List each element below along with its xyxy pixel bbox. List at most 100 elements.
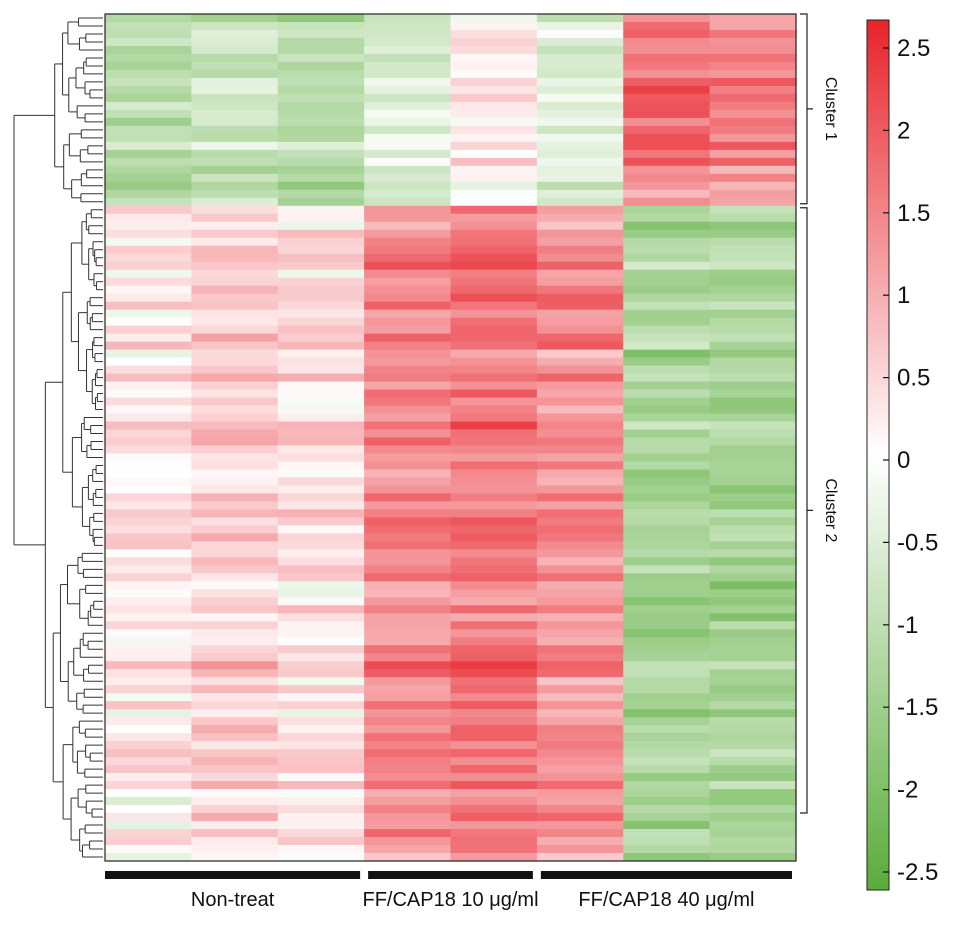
heatmap-cell xyxy=(450,149,538,159)
heatmap-cell xyxy=(364,53,452,63)
heatmap-cell xyxy=(623,661,711,670)
colorbar-tick-label: -2.5 xyxy=(897,859,938,886)
heatmap-cell xyxy=(450,821,538,830)
heatmap-cell xyxy=(623,197,711,207)
heatmap-frame xyxy=(104,13,797,862)
heatmap-cell xyxy=(450,461,538,471)
heatmap-cell xyxy=(364,317,452,327)
heatmap-cell xyxy=(105,741,192,750)
heatmap-cell xyxy=(709,661,797,670)
heatmap-cell xyxy=(709,517,797,526)
heatmap-cell xyxy=(277,261,365,271)
group-bar xyxy=(105,871,361,879)
heatmap-cell xyxy=(105,565,192,574)
heatmap-cell xyxy=(364,805,452,814)
heatmap-cell xyxy=(709,589,797,598)
heatmap-cell xyxy=(709,533,797,542)
heatmap-cell xyxy=(623,653,711,662)
heatmap-cell xyxy=(623,749,711,758)
heatmap-cell xyxy=(105,197,192,207)
heatmap-cell xyxy=(105,149,192,159)
heatmap-cell xyxy=(364,213,452,223)
heatmap-cell xyxy=(364,589,452,598)
heatmap-cell xyxy=(191,781,279,790)
heatmap-cell xyxy=(709,14,797,23)
heatmap-cell xyxy=(450,709,538,718)
heatmap-cell xyxy=(364,309,452,319)
heatmap-cell xyxy=(709,581,797,590)
heatmap-cell xyxy=(191,829,279,838)
heatmap-cell xyxy=(623,117,711,127)
row-dendrogram xyxy=(13,17,103,858)
heatmap-cell xyxy=(623,477,711,487)
heatmap-cell xyxy=(709,117,797,127)
heatmap-cell xyxy=(364,741,452,750)
heatmap-cell xyxy=(277,565,365,574)
heatmap-cell xyxy=(536,205,624,215)
heatmap-cell xyxy=(105,813,192,822)
heatmap-cell xyxy=(105,493,192,503)
heatmap-cell xyxy=(105,589,192,598)
heatmap-cell xyxy=(277,365,365,375)
heatmap-cell xyxy=(364,269,452,279)
heatmap-cell xyxy=(623,325,711,335)
heatmap-cell xyxy=(536,645,624,654)
heatmap-cell xyxy=(536,597,624,606)
heatmap-cell xyxy=(450,661,538,670)
heatmap-cell xyxy=(709,285,797,295)
heatmap-cell xyxy=(450,429,538,439)
heatmap-cell xyxy=(536,373,624,383)
heatmap-cell xyxy=(450,69,538,79)
heatmap-cell xyxy=(450,525,538,534)
heatmap-cell xyxy=(623,357,711,367)
heatmap-cell xyxy=(277,309,365,319)
heatmap-cell xyxy=(450,277,538,287)
heatmap-cell xyxy=(277,661,365,670)
heatmap-cell xyxy=(709,93,797,103)
heatmap-cell xyxy=(191,437,279,447)
heatmap-cell xyxy=(536,517,624,526)
heatmap-cell xyxy=(277,437,365,447)
heatmap-cell xyxy=(536,261,624,271)
heatmap-cell xyxy=(191,381,279,391)
heatmap-cell xyxy=(536,509,624,519)
heatmap-cell xyxy=(277,253,365,263)
heatmap-cell xyxy=(536,525,624,534)
heatmap-cell xyxy=(450,573,538,582)
heatmap-cell xyxy=(364,829,452,838)
heatmap-cell xyxy=(536,45,624,55)
heatmap-cell xyxy=(450,557,538,566)
colorbar-tick-label: -2 xyxy=(897,777,918,804)
heatmap-cell xyxy=(191,197,279,207)
heatmap-cell xyxy=(105,821,192,830)
heatmap-cell xyxy=(277,117,365,127)
heatmap-cell xyxy=(709,509,797,519)
heatmap-cell xyxy=(623,429,711,439)
heatmap-cell xyxy=(277,125,365,135)
heatmap-cell xyxy=(277,101,365,111)
heatmap-cell xyxy=(364,61,452,71)
heatmap-cell xyxy=(536,381,624,391)
heatmap-cell xyxy=(277,589,365,598)
heatmap-cell xyxy=(191,69,279,79)
heatmap-cell xyxy=(191,189,279,199)
heatmap-cell xyxy=(709,453,797,463)
heatmap-cell xyxy=(623,269,711,279)
heatmap-cell xyxy=(191,597,279,606)
heatmap-cell xyxy=(709,333,797,343)
heatmap-cell xyxy=(623,173,711,183)
heatmap-cell xyxy=(709,629,797,638)
heatmap-cell xyxy=(709,725,797,734)
heatmap-cell xyxy=(623,85,711,95)
heatmap-cell xyxy=(364,229,452,239)
heatmap-cell xyxy=(450,237,538,247)
heatmap-cell xyxy=(623,373,711,383)
heatmap-cell xyxy=(709,805,797,814)
heatmap-cell xyxy=(105,629,192,638)
heatmap-cell xyxy=(450,389,538,399)
heatmap-cell xyxy=(277,341,365,351)
heatmap-cell xyxy=(191,85,279,95)
heatmap-cell xyxy=(105,557,192,566)
heatmap-cell xyxy=(536,701,624,710)
heatmap-cell xyxy=(450,285,538,295)
